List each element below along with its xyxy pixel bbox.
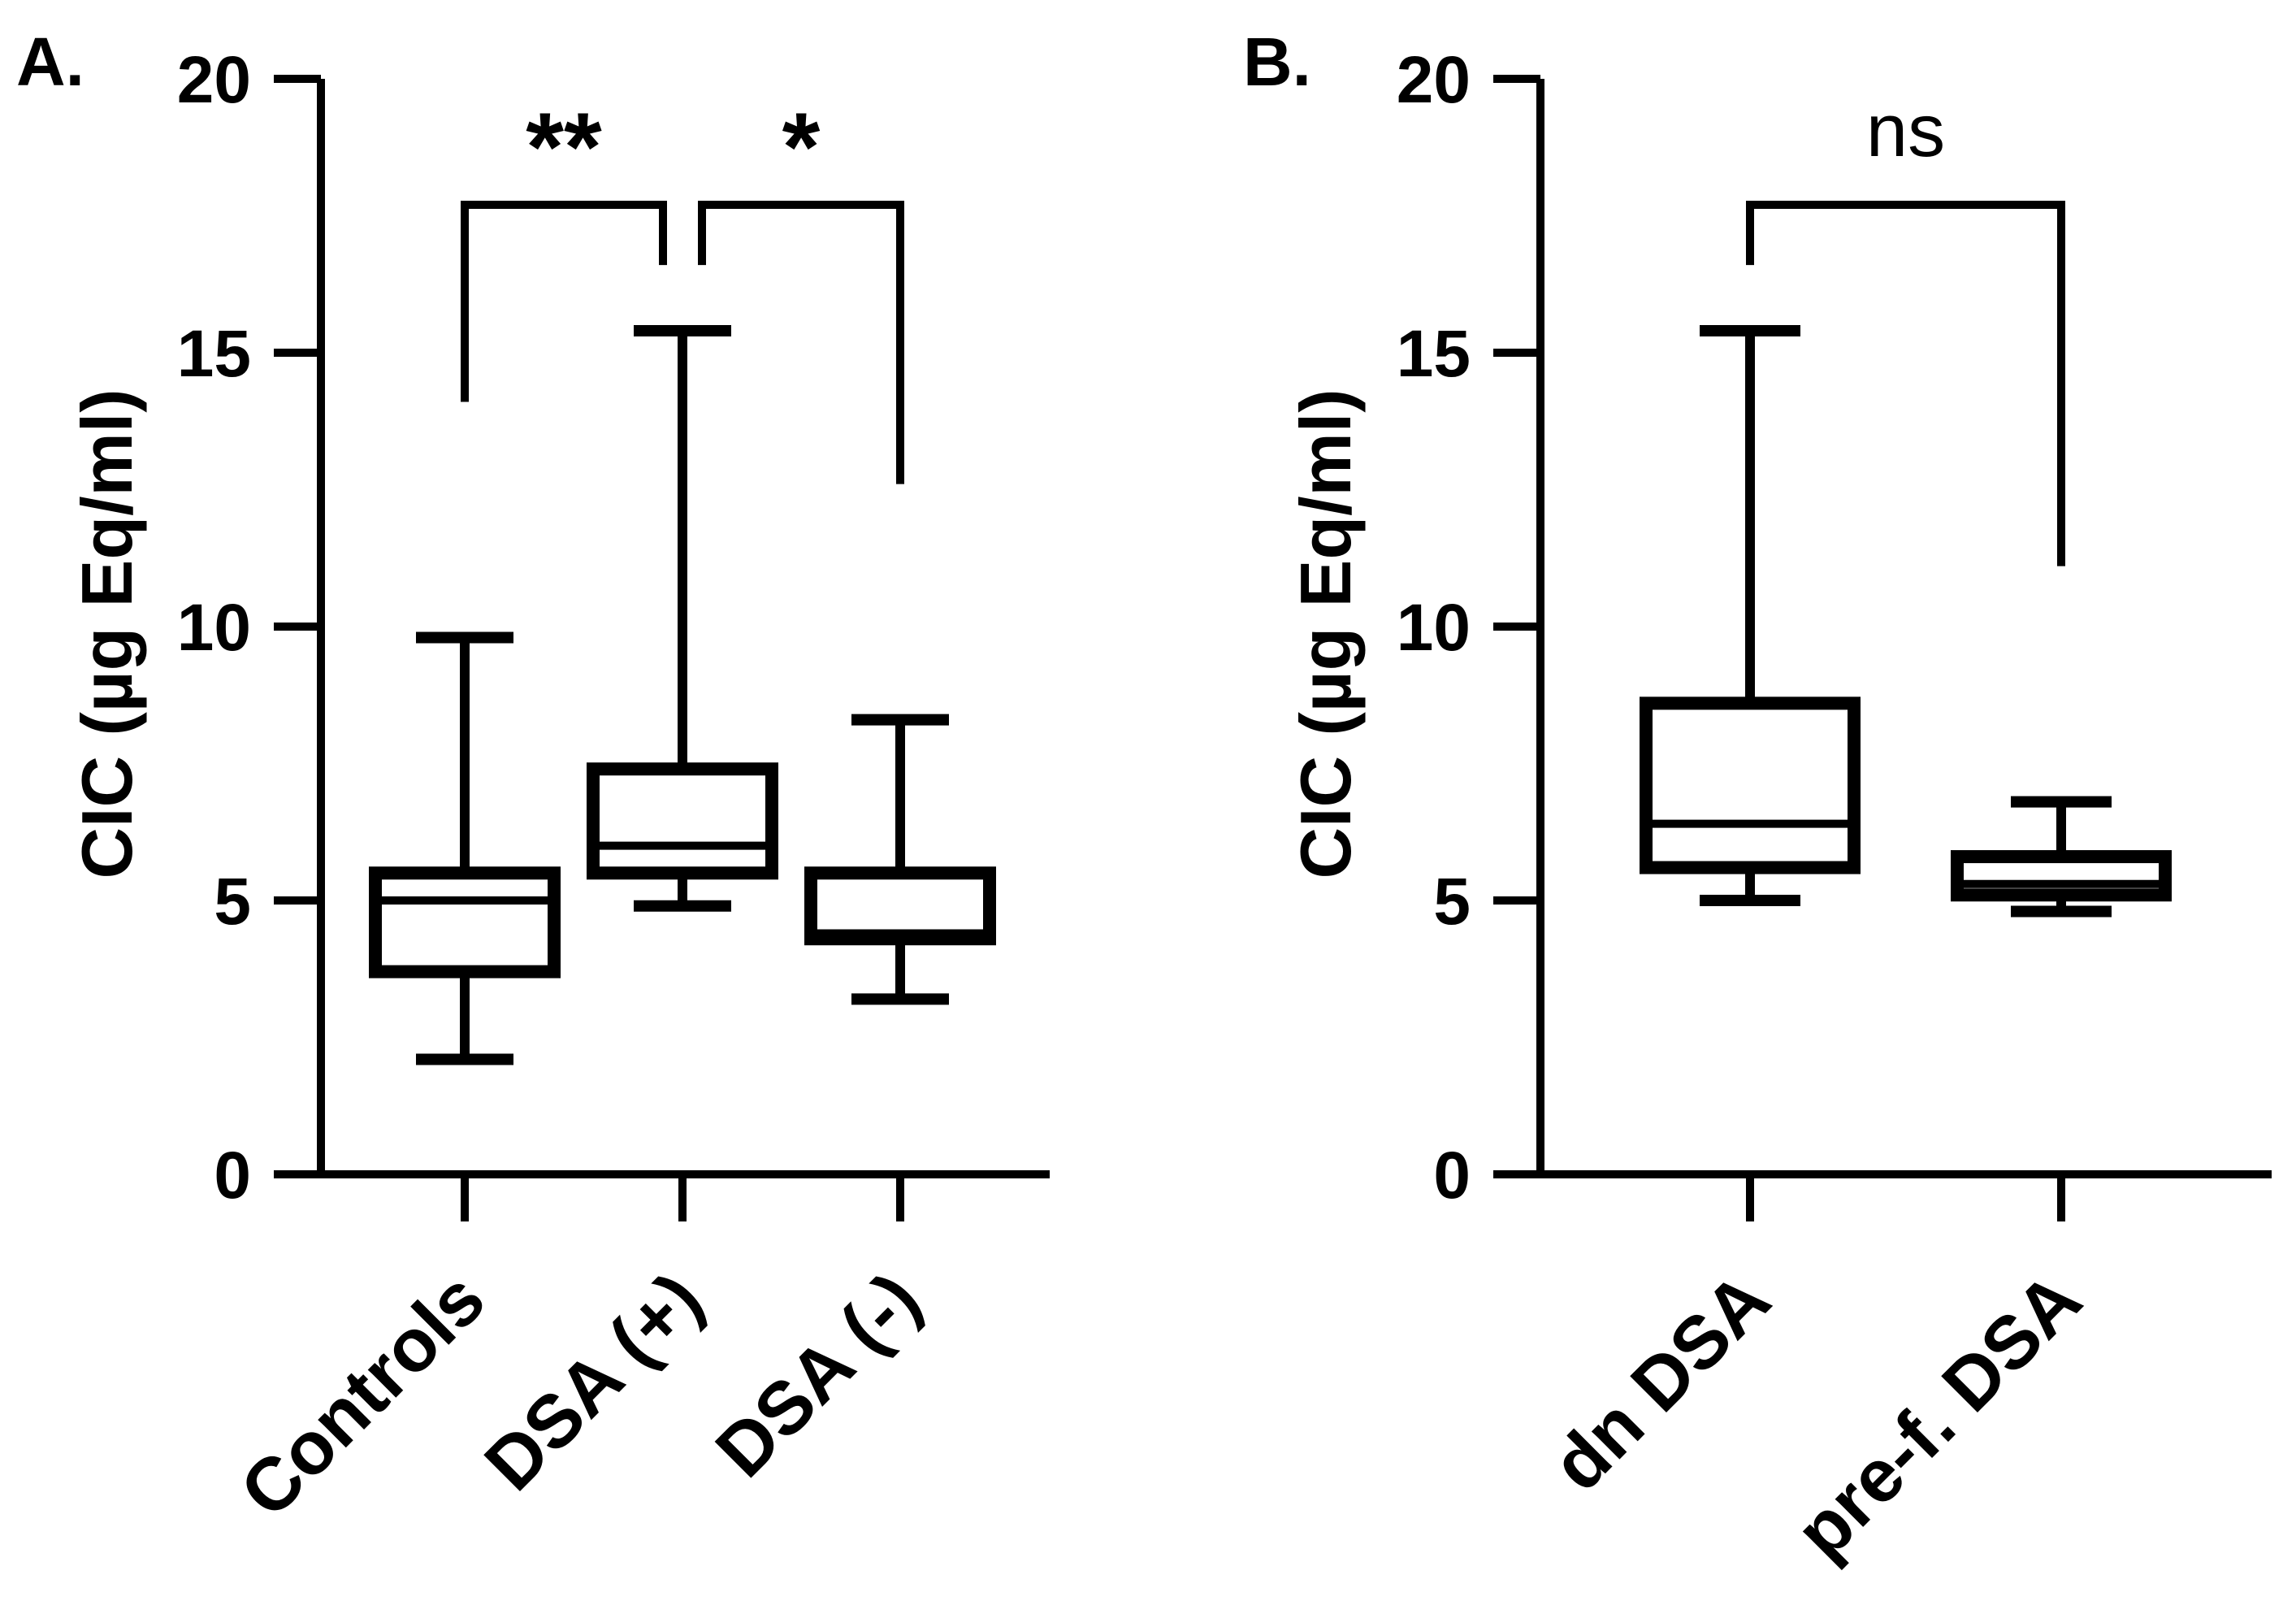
significance-bracket: *	[698, 93, 904, 484]
panel-b-box-1	[1640, 325, 1861, 906]
panel-a-significance: ** *	[461, 93, 904, 484]
panel-b-x-category-label: dn DSA	[1536, 1257, 1786, 1507]
panel-a-x-category-label: Controls	[225, 1257, 501, 1534]
panel-b-y-tick-label: 20	[1397, 43, 1471, 117]
panel-b-y-tick-label: 15	[1397, 317, 1471, 391]
panel-a-y-tick-label: 0	[214, 1139, 251, 1213]
bracket-line	[461, 201, 667, 402]
panel-b-boxes	[1640, 325, 2172, 918]
panel-b-x-category-label: pre-f. DSA	[1780, 1257, 2097, 1574]
panel-a-y-axis-label: CIC (µg Eq/ml)	[67, 388, 147, 879]
panel-a-x-category-label: DSA (+)	[470, 1257, 718, 1506]
panel-b-significance: ns	[1746, 89, 2065, 566]
panel-a-label: A.	[16, 24, 84, 100]
panel-b-y-tick-label: 5	[1433, 865, 1471, 939]
iqr-box	[804, 866, 996, 946]
iqr-box	[369, 866, 561, 978]
iqr-box	[1951, 850, 2172, 902]
panel-a-y-ticks: 0 5 10 15 20	[177, 43, 321, 1213]
panel-a-y-tick-label: 15	[177, 317, 251, 391]
panel-a-y-tick-label: 10	[177, 591, 251, 665]
panel-b-y-axis-label: CIC (µg Eq/ml)	[1285, 388, 1366, 879]
panel-a-x-category-label: DSA (-)	[700, 1257, 936, 1493]
significance-bracket: **	[461, 93, 667, 402]
panel-b-y-tick-label: 0	[1433, 1139, 1471, 1213]
panel-a-boxes	[369, 325, 996, 1065]
bracket-line	[698, 201, 904, 484]
panel-b-label: B.	[1243, 24, 1311, 100]
panel-a-box-2	[587, 325, 778, 912]
panel-a-y-tick-label: 5	[214, 865, 251, 939]
significance-label: ns	[1866, 89, 1945, 172]
iqr-box	[1640, 696, 1861, 874]
panel-b: B. CIC (µg Eq/ml) 0 5 10 15 20 ns dn DSApre-…	[1243, 24, 2272, 1574]
significance-bracket: ns	[1746, 89, 2065, 566]
iqr-box	[587, 762, 778, 880]
significance-label: *	[782, 93, 821, 202]
panel-b-y-tick-label: 10	[1397, 591, 1471, 665]
panel-a-box-1	[369, 631, 561, 1065]
significance-label: **	[526, 93, 602, 202]
panel-b-y-ticks: 0 5 10 15 20	[1397, 43, 1540, 1213]
panel-a-box-3	[804, 714, 996, 1005]
bracket-line	[1746, 201, 2065, 566]
panel-b-box-2	[1951, 796, 2172, 918]
panel-a-y-tick-label: 20	[177, 43, 251, 117]
